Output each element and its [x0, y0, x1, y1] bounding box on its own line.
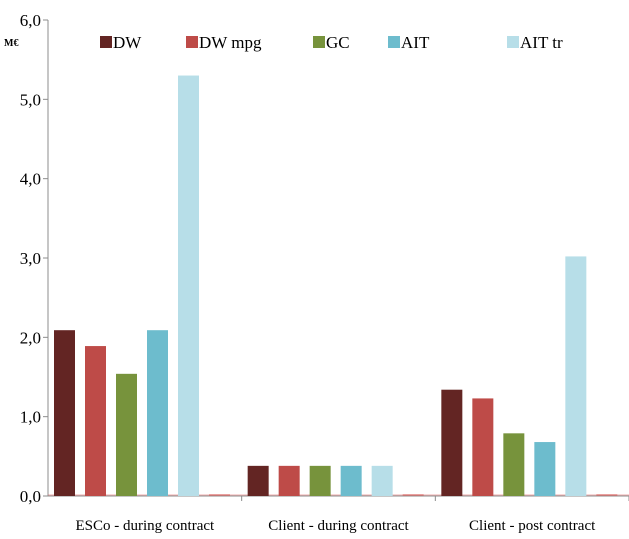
legend-label: AIT [401, 33, 430, 52]
y-axis-unit-label: M€ [4, 38, 18, 49]
axes [43, 19, 629, 501]
labels: 0,0 1,0 2,0 3,0 4,0 5,0 6,0M€ ESCo - during con… [4, 11, 596, 534]
bar [85, 346, 106, 496]
y-tick-label: 6,0 [20, 11, 41, 30]
bar [247, 465, 269, 496]
legend-label: GC [326, 33, 350, 52]
legend: DW DW mpg GC AIT AIT tr [100, 33, 563, 52]
legend-swatch [388, 36, 400, 48]
bar [472, 398, 494, 496]
bar [309, 465, 331, 496]
bar [503, 433, 525, 496]
bar [116, 373, 137, 496]
legend-swatch [313, 36, 325, 48]
legend-label: DW [113, 33, 142, 52]
bar [54, 330, 75, 496]
bar [441, 389, 463, 496]
bar [278, 465, 300, 496]
bar [565, 256, 587, 496]
legend-label: DW mpg [199, 33, 262, 52]
bar [178, 75, 199, 497]
y-tick-label: 5,0 [20, 90, 41, 109]
bar [147, 330, 168, 496]
legend-swatch [186, 36, 198, 48]
y-tick-label: 1,0 [20, 408, 41, 427]
y-tick-label: 3,0 [20, 249, 41, 268]
bar [340, 465, 362, 496]
legend-swatch [507, 36, 519, 48]
bar [534, 442, 556, 496]
x-category-label: Client - during contract [268, 518, 409, 534]
x-category-label: Client - post contract [469, 518, 596, 534]
bars [54, 75, 618, 497]
bar [371, 465, 393, 496]
y-tick-label: 0,0 [20, 487, 41, 506]
legend-label: AIT tr [520, 33, 563, 52]
legend-swatch [100, 36, 112, 48]
x-category-label: ESCo - during contract [75, 518, 215, 534]
y-tick-label: 4,0 [20, 170, 41, 189]
y-tick-label: 2,0 [20, 328, 41, 347]
